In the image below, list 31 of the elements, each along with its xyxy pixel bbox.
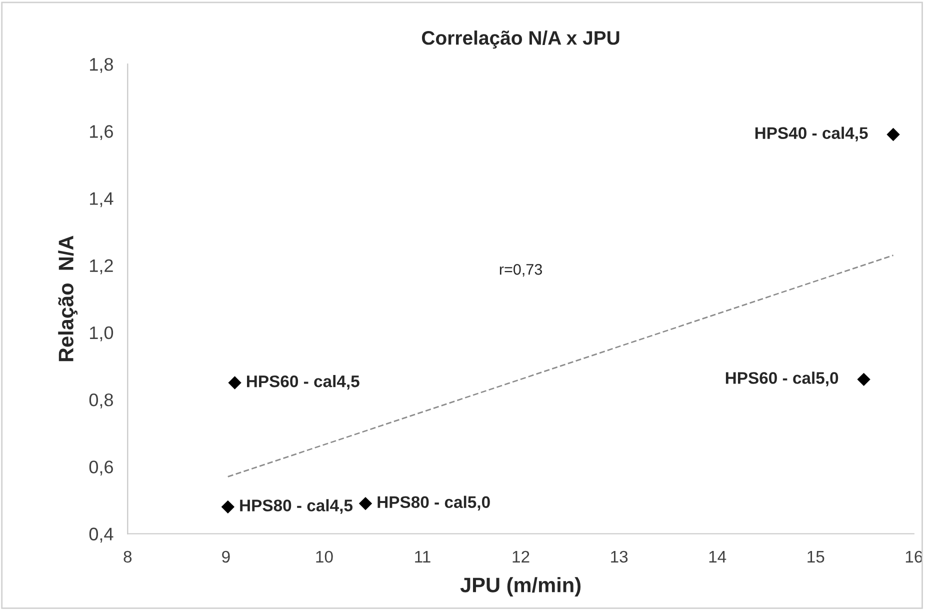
annotation: HPS60 - cal4,5 [247,375,360,390]
point [358,496,372,510]
annotation: r=0,73 [500,264,542,277]
y-tick-label: 1,2 [90,259,113,274]
y-tick-label: 0,8 [89,393,113,408]
y-tick-label: 1,0 [90,326,114,342]
y-tick-label: 0,4 [89,528,114,543]
y-tick-label: 1,4 [90,192,114,208]
annotation: HPS60 - cal5,0 [726,372,838,386]
point [221,500,234,514]
x-tick-label: 14 [709,551,726,562]
annotation: HPS40 - cal4,5 [755,126,868,142]
x-tick-label: 15 [808,551,824,563]
x-tick-label: 16 [906,550,922,563]
y-tick-label: 0,6 [89,460,113,476]
chart-title: Correlação N/A x JPU [422,30,620,49]
y-axis-title: Relação N/A [58,236,78,362]
y-tick-label: 1,6 [90,125,113,140]
point [228,376,242,390]
x-tick-label: 8 [124,550,132,563]
x-tick-label: 10 [316,550,333,563]
annotation: HPS80 - cal5,0 [378,496,490,510]
point [886,128,900,142]
point [857,372,870,386]
x-tick-label: 13 [611,550,628,563]
x-tick-label: 9 [222,550,230,563]
y-tick-label: 1,8 [90,58,113,73]
x-tick-label: 11 [415,551,430,562]
annotation: HPS80 - cal4,5 [240,499,352,514]
x-axis-title: JPU (m/min) [460,577,581,596]
x-tick-label: 12 [512,550,530,562]
